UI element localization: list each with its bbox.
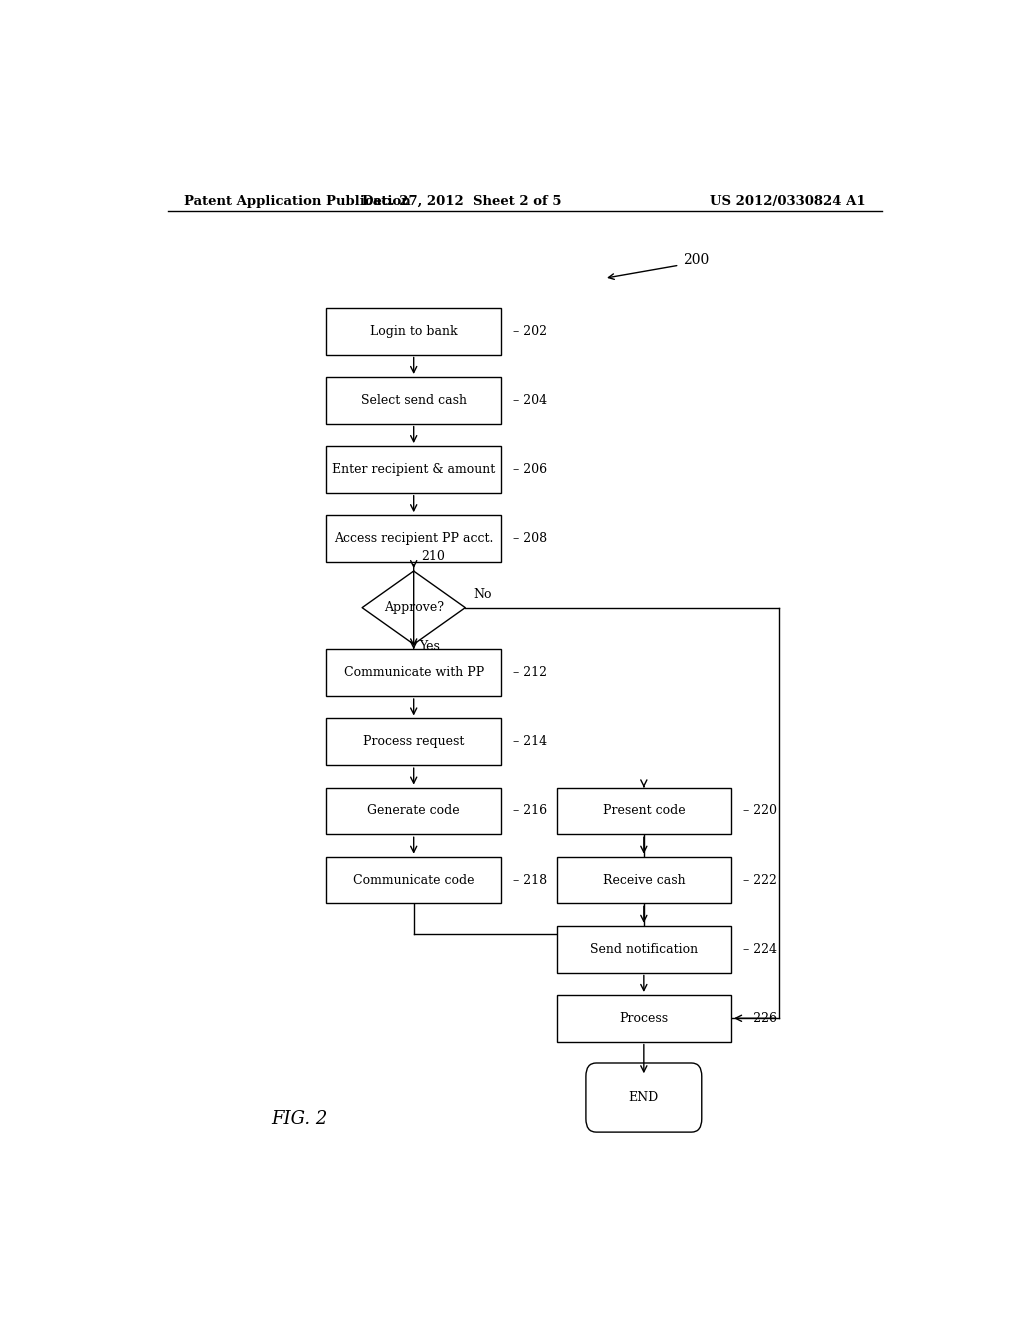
Text: – 214: – 214 — [513, 735, 547, 748]
Text: 210: 210 — [422, 550, 445, 562]
FancyBboxPatch shape — [557, 788, 731, 834]
Text: Dec. 27, 2012  Sheet 2 of 5: Dec. 27, 2012 Sheet 2 of 5 — [361, 194, 561, 207]
Text: Present code: Present code — [602, 804, 685, 817]
Polygon shape — [362, 572, 465, 644]
FancyBboxPatch shape — [327, 446, 501, 492]
FancyBboxPatch shape — [327, 308, 501, 355]
Text: Send notification: Send notification — [590, 942, 698, 956]
Text: – 204: – 204 — [513, 393, 547, 407]
Text: Patent Application Publication: Patent Application Publication — [183, 194, 411, 207]
Text: – 222: – 222 — [743, 874, 777, 887]
Text: Yes: Yes — [419, 640, 440, 653]
Text: Process request: Process request — [364, 735, 464, 748]
Text: Select send cash: Select send cash — [360, 393, 467, 407]
Text: END: END — [629, 1092, 659, 1104]
Text: Login to bank: Login to bank — [370, 325, 458, 338]
Text: US 2012/0330824 A1: US 2012/0330824 A1 — [711, 194, 866, 207]
Text: – 202: – 202 — [513, 325, 547, 338]
Text: – 226: – 226 — [743, 1011, 777, 1024]
Text: 200: 200 — [684, 253, 710, 267]
Text: Receive cash: Receive cash — [602, 874, 685, 887]
Text: Communicate code: Communicate code — [353, 874, 474, 887]
FancyBboxPatch shape — [557, 925, 731, 973]
FancyBboxPatch shape — [557, 857, 731, 903]
FancyBboxPatch shape — [557, 995, 731, 1041]
FancyBboxPatch shape — [327, 515, 501, 562]
Text: Process: Process — [620, 1011, 669, 1024]
Text: No: No — [473, 587, 492, 601]
Text: – 216: – 216 — [513, 804, 547, 817]
FancyBboxPatch shape — [327, 788, 501, 834]
Text: – 206: – 206 — [513, 463, 547, 477]
FancyBboxPatch shape — [586, 1063, 701, 1133]
Text: Generate code: Generate code — [368, 804, 460, 817]
Text: Communicate with PP: Communicate with PP — [344, 667, 483, 680]
Text: – 220: – 220 — [743, 804, 777, 817]
Text: Enter recipient & amount: Enter recipient & amount — [332, 463, 496, 477]
FancyBboxPatch shape — [327, 378, 501, 424]
Text: FIG. 2: FIG. 2 — [270, 1110, 328, 1127]
Text: – 208: – 208 — [513, 532, 547, 545]
Text: – 212: – 212 — [513, 667, 547, 680]
Text: – 224: – 224 — [743, 942, 777, 956]
Text: – 218: – 218 — [513, 874, 547, 887]
FancyBboxPatch shape — [327, 718, 501, 766]
FancyBboxPatch shape — [327, 649, 501, 696]
Text: Approve?: Approve? — [384, 601, 443, 614]
Text: Access recipient PP acct.: Access recipient PP acct. — [334, 532, 494, 545]
FancyBboxPatch shape — [327, 857, 501, 903]
